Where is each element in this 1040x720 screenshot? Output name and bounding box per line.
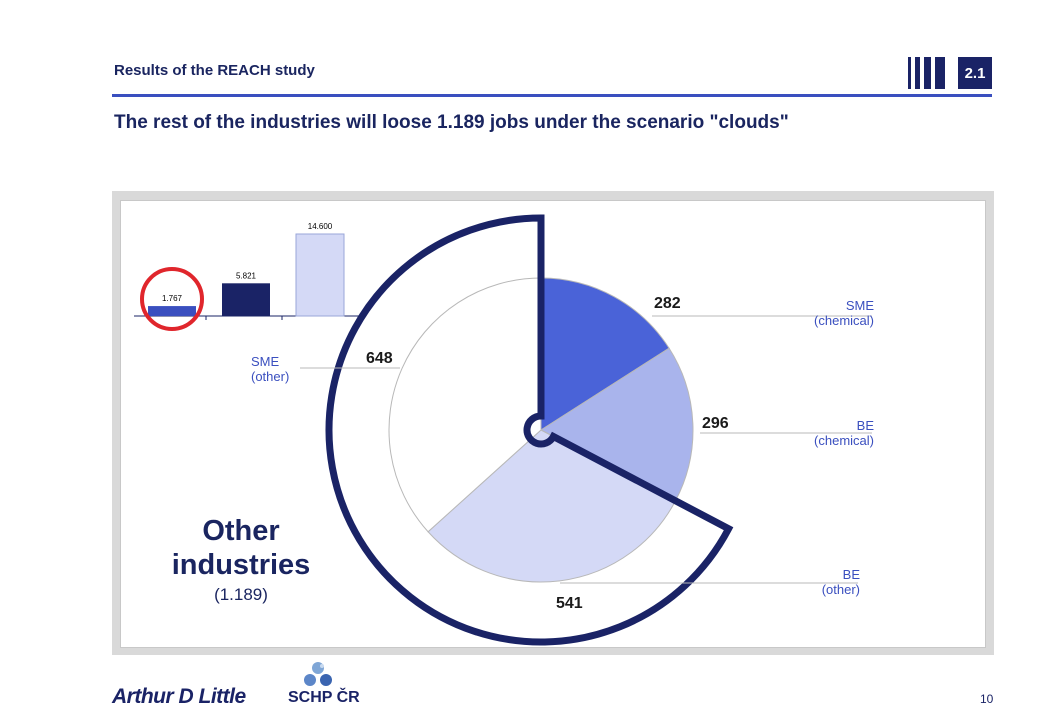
- label-be-other: BE (other): [780, 567, 860, 597]
- arthur-d-little-logo: Arthur D Little: [112, 685, 246, 708]
- bar-value-label-1: 5.821: [236, 271, 257, 280]
- schp-molecule-logo: [304, 662, 332, 686]
- pie-value-label-2: 541: [556, 595, 583, 612]
- pie-slice-1: [540, 347, 694, 502]
- pie-value-label-3: 648: [366, 350, 393, 367]
- pie-slice-3: [388, 277, 542, 533]
- bar-value-label-2: 14.600: [308, 222, 333, 231]
- pie-value-label-1: 296: [702, 415, 729, 432]
- pie-value-label-0: 282: [654, 295, 681, 312]
- label-be-chemical: BE (chemical): [794, 418, 874, 448]
- other-industries-outline: [325, 214, 734, 646]
- label-sme-other-line2: (other): [251, 369, 290, 384]
- bar-value-label-0: 1.767: [162, 294, 183, 303]
- headline: The rest of the industries will loose 1.…: [114, 112, 789, 133]
- pie-slice-2: [427, 429, 677, 583]
- bar-2: [295, 233, 345, 317]
- label-sme-other-line1: SME: [251, 354, 280, 369]
- page-number: 10: [980, 692, 994, 706]
- label-be-chemical-line1: BE: [856, 418, 874, 433]
- label-sme-chemical-line1: SME: [845, 298, 874, 313]
- header-rule: [112, 94, 992, 97]
- bar-0: [148, 306, 196, 316]
- label-sme-chemical-line2: (chemical): [814, 313, 874, 328]
- other-industries-title: Other industries: [171, 515, 311, 581]
- section-title: Results of the REACH study: [114, 62, 315, 79]
- other-industries-value: (1.189): [214, 585, 268, 604]
- label-be-other-line2: (other): [821, 582, 860, 597]
- section-number-badge: 2.1: [958, 57, 992, 89]
- pie-slice-0: [540, 277, 670, 431]
- label-be-chemical-line2: (chemical): [814, 433, 874, 448]
- schp-logo-text: SCHP ČR: [288, 689, 360, 706]
- label-sme-chemical: SME (chemical): [794, 298, 874, 328]
- label-be-other-line1: BE: [842, 567, 860, 582]
- bar-1: [222, 283, 270, 316]
- highlight-circle: [140, 267, 204, 331]
- label-sme-other: SME (other): [251, 354, 331, 384]
